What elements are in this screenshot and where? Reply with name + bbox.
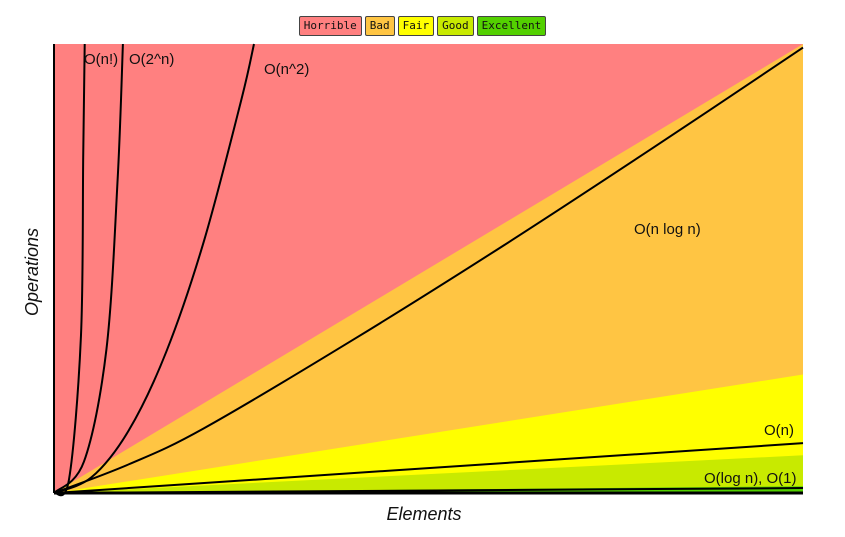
curve-o-n bbox=[53, 43, 86, 497]
curve-o-2-n bbox=[53, 43, 124, 494]
legend-item-good: Good bbox=[437, 16, 474, 36]
legend-item-fair: Fair bbox=[397, 16, 435, 36]
legend-item-bad: Bad bbox=[364, 16, 395, 36]
region-bad bbox=[54, 44, 803, 493]
region-fair bbox=[54, 374, 803, 493]
y-axis-title: Operations bbox=[22, 228, 42, 316]
label-o-n: O(n) bbox=[764, 422, 794, 439]
legend-item-excellent: Excellent bbox=[476, 16, 547, 36]
curve-o-n-2 bbox=[53, 43, 255, 494]
legend-item-horrible: Horrible bbox=[298, 16, 362, 36]
label-o-2-pow-n: O(2^n) bbox=[129, 51, 174, 68]
curve-o-n-log-n bbox=[53, 46, 804, 494]
label-o-n-log-n: O(n log n) bbox=[634, 221, 701, 238]
legend: Horrible Bad Fair Good Excellent bbox=[0, 16, 845, 36]
regions-layer bbox=[54, 44, 803, 493]
label-o-n-factorial: O(n!) bbox=[84, 51, 118, 68]
label-o-log-n-o-1: O(log n), O(1) bbox=[704, 470, 797, 487]
curves-layer bbox=[53, 43, 804, 497]
region-good bbox=[54, 455, 803, 493]
curve-o-n bbox=[53, 442, 804, 494]
labels-layer: O(n!) O(2^n) O(n^2) O(n log n) O(n) O(lo… bbox=[84, 51, 797, 487]
x-axis-title: Elements bbox=[386, 504, 461, 524]
label-o-n-squared: O(n^2) bbox=[264, 61, 309, 78]
